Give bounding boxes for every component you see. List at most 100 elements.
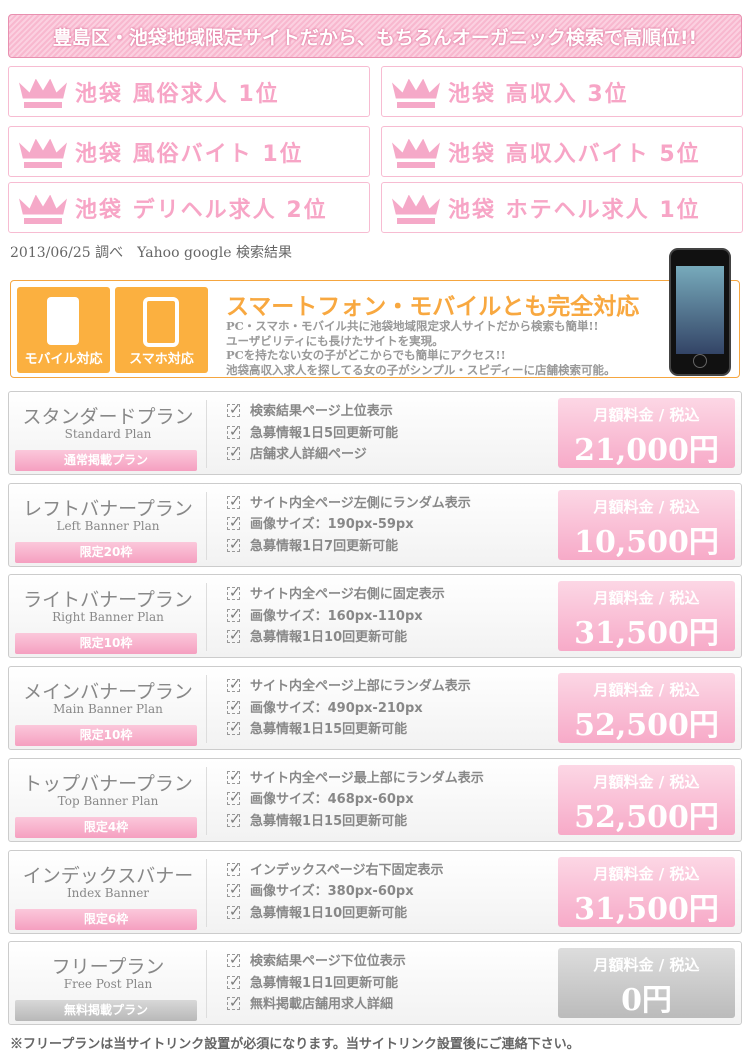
plan-features: 検索結果ページ下位位表示急募情報1日1回更新可能無料掲載店舗用求人詳細	[227, 950, 406, 1016]
checkbox-icon	[227, 443, 241, 465]
crown-icon	[19, 75, 67, 109]
plan-feature: サイト内全ページ最上部にランダム表示	[227, 767, 484, 790]
divider	[206, 583, 207, 652]
plan-title: メインバナープラン	[23, 681, 193, 704]
checkbox-icon	[227, 972, 241, 993]
checkbox-icon	[227, 767, 241, 788]
description-line: PC・スマホ・モバイル共に池袋地域限定求人サイトだから検索も簡単!!	[226, 319, 599, 333]
plan-feature: 画像サイズ：160px-110px	[227, 605, 445, 628]
checkbox-icon	[227, 605, 241, 626]
feature-text: 急募情報1日1回更新可能	[250, 975, 399, 991]
checkbox-icon	[227, 626, 241, 648]
plan-feature: 急募情報1日7回更新可能	[227, 535, 471, 558]
price-label: 月額料金 / 税込	[593, 864, 700, 883]
mobile-tile-label: モバイル対応	[24, 352, 103, 367]
checkbox-icon	[227, 675, 241, 697]
feature-text: サイト内全ページ最上部にランダム表示	[250, 770, 484, 786]
plan-subtitle: Free Post Plan	[63, 977, 153, 992]
checkbox-icon	[227, 697, 241, 718]
feature-text: 急募情報1日15回更新可能	[250, 813, 408, 829]
plan-title: インデックスバナー	[22, 864, 194, 887]
feature-text: インデックスページ右下固定表示	[250, 862, 444, 878]
plan-subtitle: Top Banner Plan	[57, 793, 159, 808]
description-line: ユーザビリティにも長けたサイトを実現。	[226, 333, 444, 348]
feature-text: 画像サイズ：190px-59px	[250, 517, 414, 533]
feature-text: 急募情報1日15回更新可能	[250, 722, 408, 738]
checkbox-icon	[227, 583, 241, 605]
price-value: 31,500円	[574, 891, 719, 927]
plan-title: ライトバナープラン	[23, 589, 193, 612]
price-value: 52,500円	[574, 708, 719, 744]
checkbox-icon	[227, 788, 241, 810]
plan-features: サイト内全ページ左側にランダム表示画像サイズ：190px-59px 急募情報1日7…	[227, 492, 471, 558]
plan-badge: 限定10枠	[15, 633, 197, 655]
plan-feature: 急募情報1日15回更新可能	[227, 810, 484, 833]
plan-feature: 画像サイズ：190px-59px	[227, 513, 471, 536]
plan-feature: 画像サイズ：380px-60px	[227, 880, 443, 903]
plan-title: レフトバナープラン	[23, 497, 193, 520]
ranking-text: 池袋 高収入バイト 5位	[448, 141, 701, 167]
plan-feature: 急募情報1日5回更新可能	[227, 422, 398, 445]
crown-icon	[392, 135, 440, 169]
iphone-image	[669, 248, 731, 376]
ranking-box: 池袋 デリヘル求人 2位	[8, 182, 370, 233]
plan-badge: 通常掲載プラン	[15, 450, 197, 471]
price-value: 0円	[621, 983, 672, 1019]
divider	[206, 950, 207, 1019]
checkbox-icon	[227, 535, 241, 556]
plan-title: フリープラン	[51, 956, 165, 979]
divider	[206, 400, 207, 468]
plan-badge: 限定20枠	[15, 541, 197, 563]
ranking-text: 池袋 ホテヘル求人 1位	[448, 197, 701, 223]
price-box: 月額料金 / 税込 31,500円	[558, 581, 735, 652]
ranking-box: 池袋 風俗バイト 1位	[8, 126, 370, 177]
price-value: 21,000円	[574, 433, 719, 468]
plan-feature: 急募情報1日10回更新可能	[227, 902, 443, 925]
plan-feature: 検索結果ページ下位位表示	[227, 950, 406, 973]
feature-text: 急募情報1日7回更新可能	[250, 538, 399, 554]
plan-features: インデックスページ右下固定表示画像サイズ：380px-60px 急募情報1日10回…	[227, 859, 444, 925]
price-box: 月額料金 / 税込 31,500円	[558, 856, 735, 927]
plan-feature: 急募情報1日10回更新可能	[227, 626, 445, 649]
mobile-description: PC・スマホ・モバイル共に池袋地域限定求人サイトだから検索も簡単!! ユーザビリ…	[226, 319, 616, 377]
feature-text: 無料掲載店舗用求人詳細	[250, 997, 394, 1013]
divider	[206, 766, 207, 835]
price-value: 31,500円	[574, 616, 719, 652]
plan-feature: 急募情報1日15回更新可能	[227, 718, 471, 741]
plan-feature: 検索結果ページ上位表示	[227, 400, 398, 423]
ranking-text: 池袋 デリヘル求人 2位	[75, 197, 328, 223]
feature-text: 画像サイズ：160px-110px	[250, 608, 423, 624]
plan-badge: 無料掲載プラン	[15, 1000, 197, 1022]
feature-phone-icon	[47, 297, 79, 345]
price-box: 月額料金 / 税込 10,500円	[558, 489, 735, 560]
feature-text: 画像サイズ：468px-60px	[250, 792, 414, 808]
description-line: PCを持たない女の子がどこからでも簡単にアクセス!!	[226, 348, 506, 362]
feature-text: サイト内全ページ上部にランダム表示	[250, 679, 471, 695]
smartphone-tile-label: スマホ対応	[129, 352, 194, 367]
plan-feature: 店舗求人詳細ページ	[227, 443, 398, 466]
crown-icon	[19, 135, 67, 169]
divider	[206, 491, 207, 560]
plan-subtitle: Standard Plan	[64, 427, 152, 441]
price-label: 月額料金 / 税込	[593, 681, 700, 700]
crown-icon	[19, 191, 67, 225]
plan-feature: 無料掲載店舗用求人詳細	[227, 993, 406, 1016]
plan-title: トップバナープラン	[23, 772, 193, 795]
crown-icon	[392, 191, 440, 225]
feature-text: 検索結果ページ上位表示	[250, 404, 393, 419]
ranking-box: 池袋 風俗求人 1位	[8, 66, 370, 117]
ranking-text: 池袋 高収入 3位	[448, 81, 629, 107]
feature-text: 急募情報1日10回更新可能	[250, 630, 408, 646]
headline-banner: 豊島区・池袋地域限定サイトだから、もちろんオーガニック検索で高順位!!	[8, 14, 742, 58]
feature-text: 画像サイズ：490px-210px	[250, 700, 423, 716]
price-label: 月額料金 / 税込	[593, 589, 700, 608]
plan-features: サイト内全ページ右側に固定表示画像サイズ：160px-110px 急募情報1日10…	[227, 583, 445, 649]
feature-text: 検索結果ページ下位位表示	[250, 954, 406, 970]
plan-badge: 限定6枠	[15, 908, 197, 930]
checkbox-icon	[227, 422, 241, 443]
plan-feature: サイト内全ページ右側に固定表示	[227, 583, 445, 606]
price-label: 月額料金 / 税込	[593, 956, 700, 975]
